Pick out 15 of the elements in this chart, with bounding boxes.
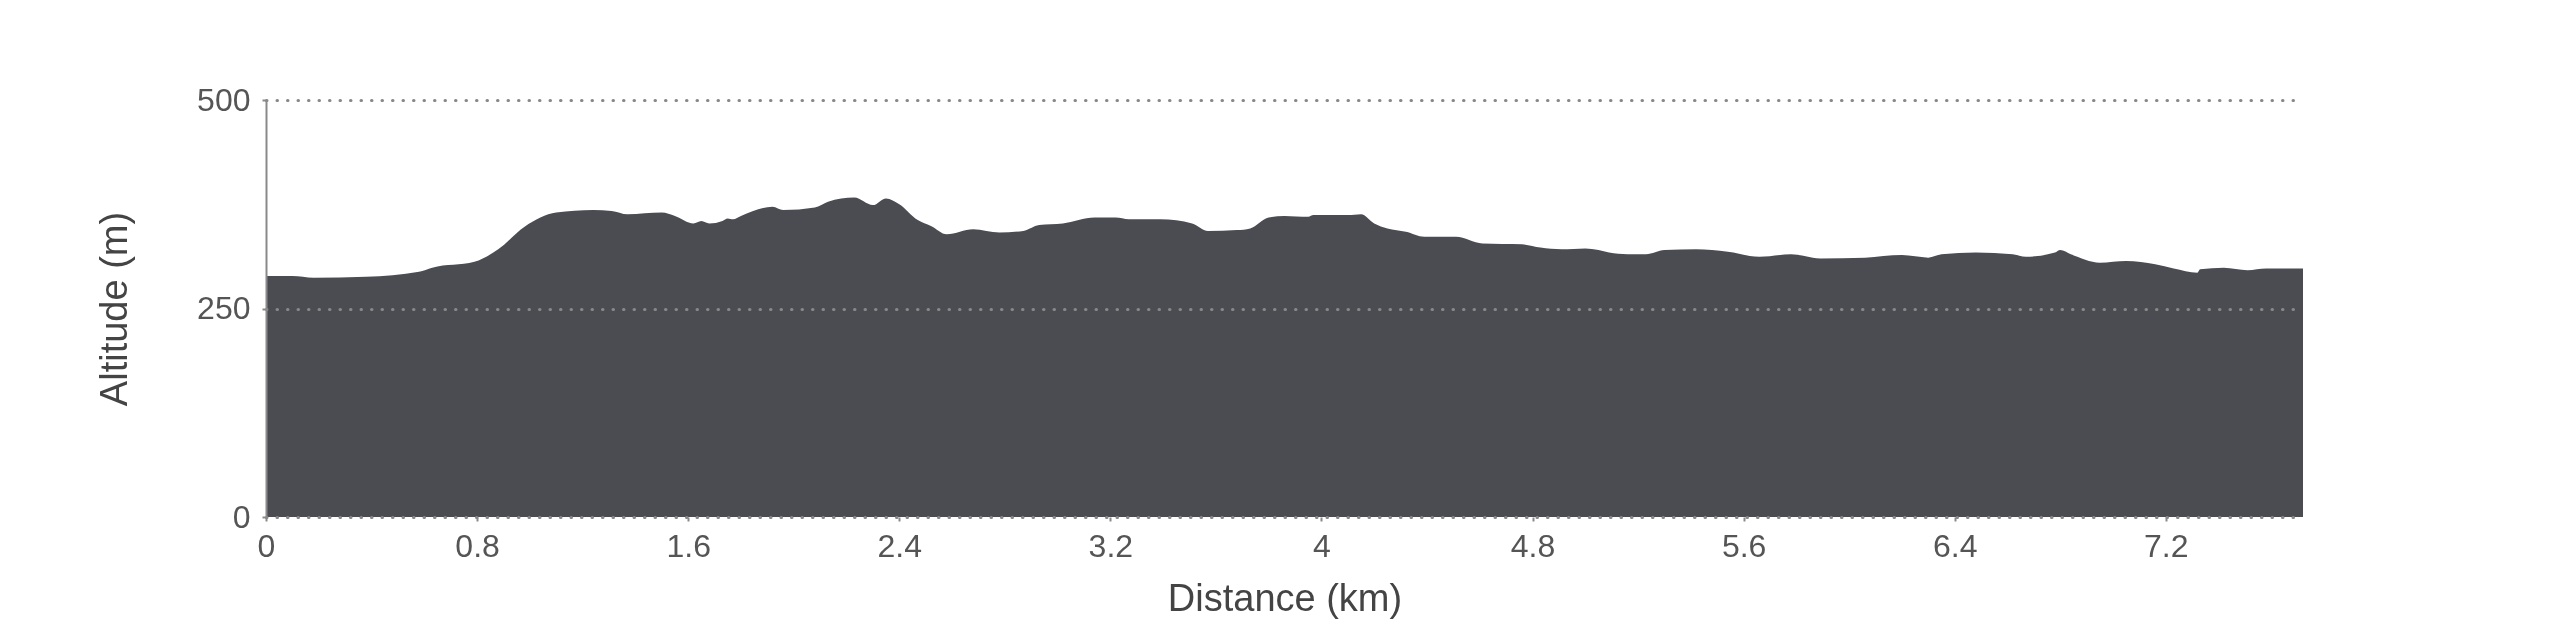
- x-tick-label: 0: [257, 527, 276, 564]
- y-tick-label: 500: [197, 81, 251, 118]
- x-tick-label: 2.4: [877, 527, 923, 564]
- x-tick-label: 7.2: [2144, 527, 2189, 564]
- x-tick-label: 1.6: [666, 527, 711, 564]
- x-tick-label: 0.8: [455, 527, 500, 564]
- y-tick-label: 250: [197, 290, 251, 326]
- x-tick-label: 4.8: [1510, 527, 1556, 564]
- x-tick-label: 4: [1313, 527, 1331, 564]
- y-tick-label: 0: [232, 498, 251, 535]
- x-tick-label: 6.4: [1932, 527, 1978, 564]
- x-tick-label: 5.6: [1721, 527, 1767, 564]
- y-axis-title: Altitude (m): [93, 211, 136, 407]
- x-tick-label: 3.2: [1088, 527, 1134, 564]
- x-axis-title: Distance (km): [1167, 576, 1403, 619]
